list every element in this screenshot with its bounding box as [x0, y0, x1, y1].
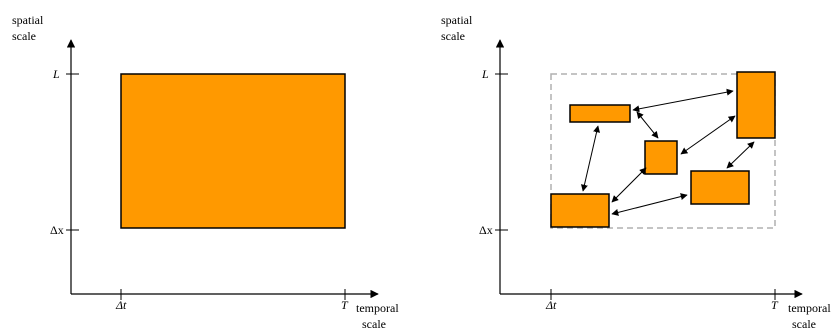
coupling-arrow-center-bottomleft — [611, 167, 647, 203]
left-scale-box — [120, 73, 346, 229]
right-y-tick-label-bottom: Δx — [479, 223, 493, 237]
coupling-arrow-center-topright — [680, 115, 736, 155]
submodel-box-bottom-left — [550, 193, 610, 228]
right-dashed-boundary — [550, 73, 776, 229]
right-y-tick-label-top: L — [481, 67, 489, 81]
left-y-tick-label-bottom: Δx — [50, 223, 64, 237]
left-x-tick-label-right: T — [341, 298, 349, 312]
left-x-tick-label-left: Δt — [115, 298, 127, 312]
coupling-arrow-topleft-center — [636, 111, 659, 139]
coupling-arrow-bottomleft-bottomright — [611, 193, 688, 216]
coupling-arrow-topleft-bottomleft — [581, 125, 600, 192]
submodel-box-bottom-right — [690, 170, 750, 205]
right-x-axis-label-line2: scale — [792, 317, 816, 331]
right-panel: spatial scale temporal scale L Δx Δt T — [441, 13, 831, 331]
submodel-box-top-right — [736, 71, 776, 139]
submodel-box-center — [644, 140, 678, 175]
right-x-axis-label-line1: temporal — [788, 301, 831, 315]
submodel-box-top-left — [569, 104, 631, 123]
right-y-axis-label-line2: scale — [441, 29, 465, 43]
left-y-tick-label-top: L — [52, 67, 60, 81]
right-x-tick-label-left: Δt — [545, 298, 557, 312]
coupling-arrow-topleft-topright — [632, 88, 734, 113]
right-x-tick-label-right: T — [771, 298, 779, 312]
right-y-axis-label-line1: spatial — [441, 13, 473, 27]
left-x-axis-label-line1: temporal — [356, 301, 399, 315]
coupling-arrow-topright-bottomright — [726, 141, 755, 169]
left-y-axis-label-line1: spatial — [12, 13, 44, 27]
left-y-axis-label-line2: scale — [12, 29, 36, 43]
left-panel: spatial scale temporal scale L Δx Δt T — [12, 13, 399, 331]
left-x-axis-label-line2: scale — [362, 317, 386, 331]
